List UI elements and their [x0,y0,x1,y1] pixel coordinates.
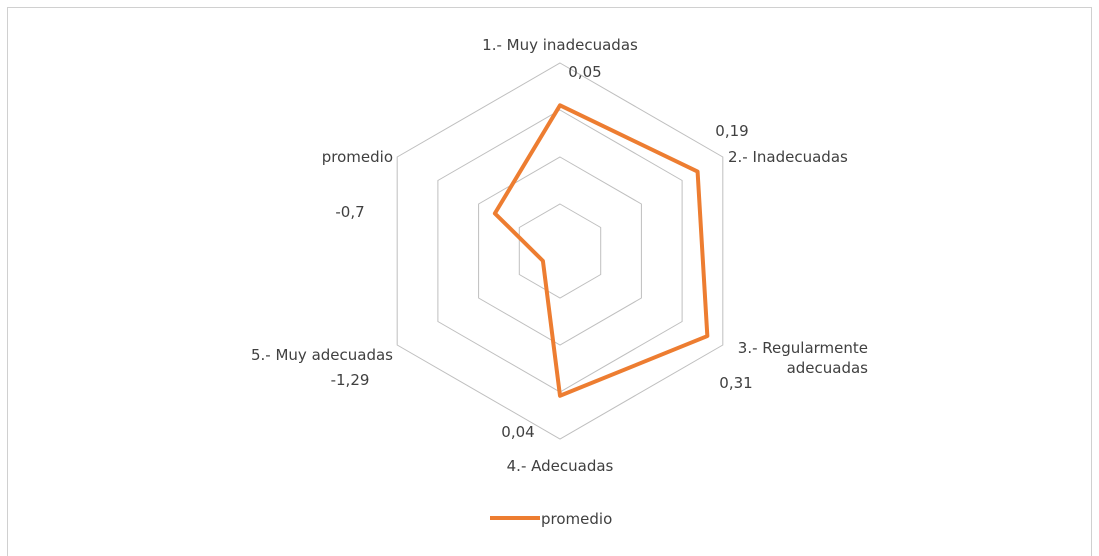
grid-ring [518,203,602,299]
value-label: -1,29 [330,371,370,389]
value-label: -0,7 [335,203,365,221]
value-label: 0,31 [719,374,753,392]
category-label: 2.- Inadecuadas [728,148,848,166]
grid-ring [396,62,724,440]
category-label: 1.- Muy inadecuadas [482,36,638,54]
value-label: 0,04 [501,423,535,441]
legend-label: promedio [541,510,613,528]
value-label: 0,19 [715,122,749,140]
series-line [492,103,710,398]
category-label: 5.- Muy adecuadas [250,346,393,364]
category-label: promedio [321,148,393,166]
value-label: 0,05 [568,63,602,81]
grid-ring [437,109,683,393]
category-label: 4.- Adecuadas [506,457,614,475]
category-label: 3.- Regularmente adecuadas [737,339,868,377]
grid-ring [478,156,642,346]
frame [7,7,1092,556]
